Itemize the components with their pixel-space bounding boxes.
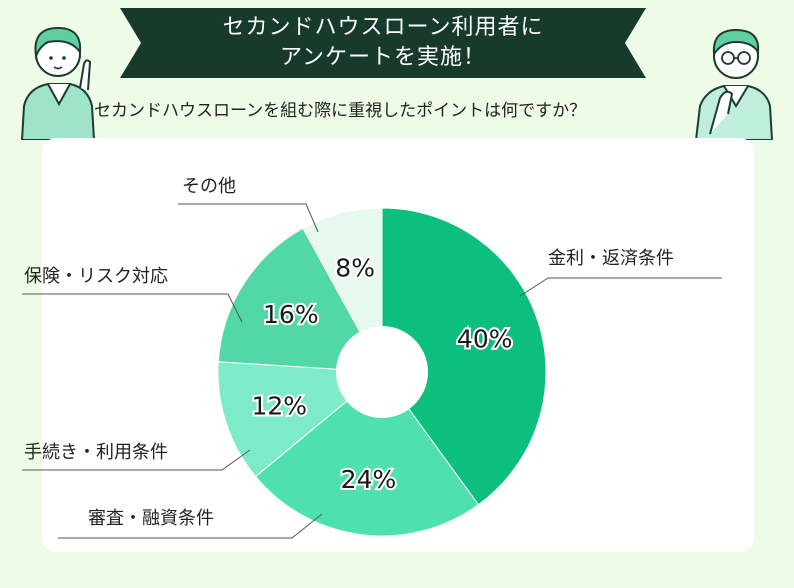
woman-pointing-icon: [20, 26, 96, 140]
donut-hole: [336, 326, 428, 418]
percent-label-3: 12%: [251, 391, 307, 420]
leader-line-5: [178, 203, 319, 233]
category-label-3: 手続き・利用条件: [24, 442, 168, 463]
leader-line-3: [22, 449, 251, 471]
category-label-2: 審査・融資条件: [88, 508, 214, 529]
percent-label-5: 8%: [335, 253, 375, 282]
title-line-1: セカンドハウスローン利用者に: [222, 15, 544, 40]
leader-line-4: [22, 293, 243, 323]
category-label-4: 保険・リスク対応: [24, 266, 168, 287]
slice-2: [254, 371, 480, 537]
title-line-2: アンケートを実施！: [279, 45, 487, 70]
title-banner: セカンドハウスローン利用者に アンケートを実施！: [120, 8, 646, 78]
slice-1: [381, 207, 547, 506]
category-label-5: その他: [182, 176, 236, 197]
category-label-1: 金利・返済条件: [548, 248, 674, 269]
leader-line-2: [58, 513, 323, 539]
percent-label-2: 24%: [341, 465, 397, 494]
survey-question: セカンドハウスローンを組む際に重視したポイントは何ですか？: [94, 101, 587, 121]
percent-label-4: 16%: [263, 300, 319, 329]
leader-line-1: [519, 277, 722, 297]
man-thinking-icon: [694, 28, 774, 140]
percent-label-1: 40%: [457, 325, 513, 354]
slice-4: [217, 227, 383, 373]
